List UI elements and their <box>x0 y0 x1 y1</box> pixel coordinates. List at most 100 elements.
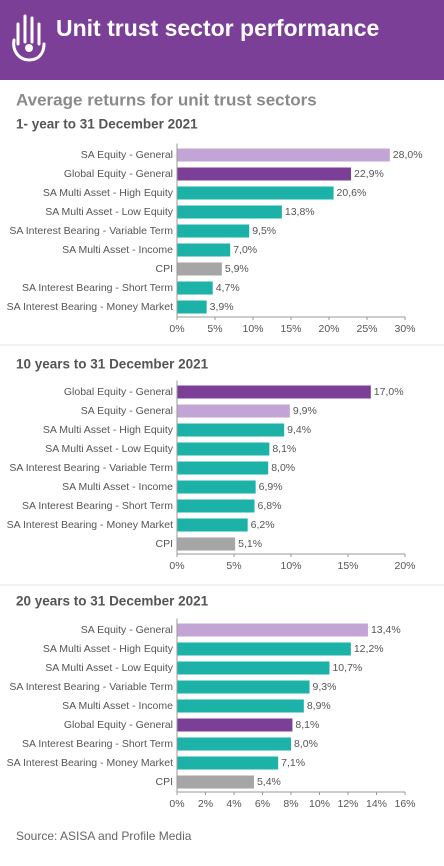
x-tick-label: 10% <box>309 798 330 810</box>
category-label: SA Equity - General <box>81 149 173 161</box>
value-label: 3,9% <box>210 301 234 313</box>
value-label: 6,2% <box>251 519 275 531</box>
x-tick-label: 8% <box>283 798 298 810</box>
value-label: 4,7% <box>216 282 240 294</box>
bar <box>177 442 270 456</box>
category-label: SA Interest Bearing - Variable Term <box>9 225 173 237</box>
x-tick-label: 15% <box>280 323 301 335</box>
value-label: 9,3% <box>313 681 337 693</box>
value-label: 5,4% <box>257 776 281 788</box>
category-label: SA Interest Bearing - Short Term <box>22 500 173 512</box>
x-tick-label: 30% <box>394 323 415 335</box>
category-label: SA Multi Asset - High Equity <box>43 424 174 436</box>
x-tick-label: 0% <box>169 560 184 572</box>
bar <box>177 756 279 770</box>
value-label: 7,0% <box>233 244 257 256</box>
subtitle: Average returns for unit trust sectors <box>16 90 317 109</box>
chart-title: 10 years to 31 December 2021 <box>16 357 209 372</box>
x-tick-label: 20% <box>394 560 415 572</box>
bar <box>177 680 310 694</box>
value-label: 7,1% <box>281 757 305 769</box>
bar <box>177 224 250 238</box>
source: Source: ASISA and Profile Media <box>16 829 192 843</box>
category-label: SA Multi Asset - Income <box>62 481 173 493</box>
value-label: 20,6% <box>337 187 367 199</box>
bar <box>177 167 352 181</box>
x-tick-label: 20% <box>318 323 339 335</box>
value-label: 22,9% <box>354 168 384 180</box>
bar <box>177 423 285 437</box>
hand-icon <box>12 14 46 62</box>
bar <box>177 699 304 713</box>
bar <box>177 404 290 418</box>
bar <box>177 642 351 656</box>
bar <box>177 537 236 551</box>
bar <box>177 461 269 475</box>
bar <box>177 186 334 200</box>
chart-title: 1- year to 31 December 2021 <box>16 117 198 132</box>
category-label: SA Multi Asset - Income <box>62 700 173 712</box>
bar <box>177 480 256 494</box>
x-tick-label: 15% <box>337 560 358 572</box>
category-label: SA Multi Asset - Low Equity <box>45 206 174 218</box>
bar <box>177 300 207 314</box>
bar <box>177 737 291 751</box>
x-tick-label: 5% <box>226 560 241 572</box>
x-tick-label: 2% <box>198 798 213 810</box>
value-label: 6,9% <box>259 481 283 493</box>
value-label: 8,0% <box>271 462 295 474</box>
category-label: SA Interest Bearing - Money Market <box>7 757 173 769</box>
bar <box>177 718 293 732</box>
category-label: SA Interest Bearing - Money Market <box>7 519 173 531</box>
chart-title: 20 years to 31 December 2021 <box>16 594 209 609</box>
x-tick-label: 4% <box>226 798 241 810</box>
x-tick-label: 16% <box>394 798 415 810</box>
category-label: SA Multi Asset - Low Equity <box>45 662 174 674</box>
x-tick-label: 5% <box>207 323 222 335</box>
category-label: CPI <box>155 538 173 550</box>
x-tick-label: 25% <box>356 323 377 335</box>
x-tick-label: 6% <box>255 798 270 810</box>
x-tick-label: 0% <box>169 323 184 335</box>
category-label: CPI <box>155 263 173 275</box>
value-label: 8,1% <box>295 719 319 731</box>
category-label: SA Interest Bearing - Variable Term <box>9 681 173 693</box>
bar <box>177 243 231 257</box>
value-label: 8,1% <box>272 443 296 455</box>
value-label: 13,8% <box>285 206 315 218</box>
category-label: SA Equity - General <box>81 624 173 636</box>
x-tick-label: 10% <box>280 560 301 572</box>
value-label: 5,1% <box>238 538 262 550</box>
category-label: SA Multi Asset - Low Equity <box>45 443 174 455</box>
bar <box>177 661 330 675</box>
value-label: 9,4% <box>287 424 311 436</box>
category-label: SA Multi Asset - High Equity <box>43 187 174 199</box>
x-tick-label: 0% <box>169 798 184 810</box>
bar <box>177 623 368 637</box>
bar <box>177 499 255 513</box>
bar <box>177 775 254 789</box>
header-band <box>0 0 444 80</box>
bar <box>177 518 248 532</box>
category-label: Global Equity - General <box>64 168 173 180</box>
bar <box>177 148 390 162</box>
value-label: 10,7% <box>332 662 362 674</box>
value-label: 8,9% <box>307 700 331 712</box>
value-label: 9,5% <box>252 225 276 237</box>
category-label: Global Equity - General <box>64 719 173 731</box>
category-label: Global Equity - General <box>64 386 173 398</box>
category-label: CPI <box>155 776 173 788</box>
bar <box>177 385 371 399</box>
value-label: 9,9% <box>293 405 317 417</box>
value-label: 8,0% <box>294 738 318 750</box>
bar <box>177 205 282 219</box>
category-label: SA Multi Asset - High Equity <box>43 643 174 655</box>
category-label: SA Equity - General <box>81 405 173 417</box>
value-label: 6,8% <box>258 500 282 512</box>
value-label: 12,2% <box>354 643 384 655</box>
value-label: 28,0% <box>393 149 423 161</box>
x-tick-label: 10% <box>242 323 263 335</box>
category-label: SA Interest Bearing - Money Market <box>7 301 173 313</box>
